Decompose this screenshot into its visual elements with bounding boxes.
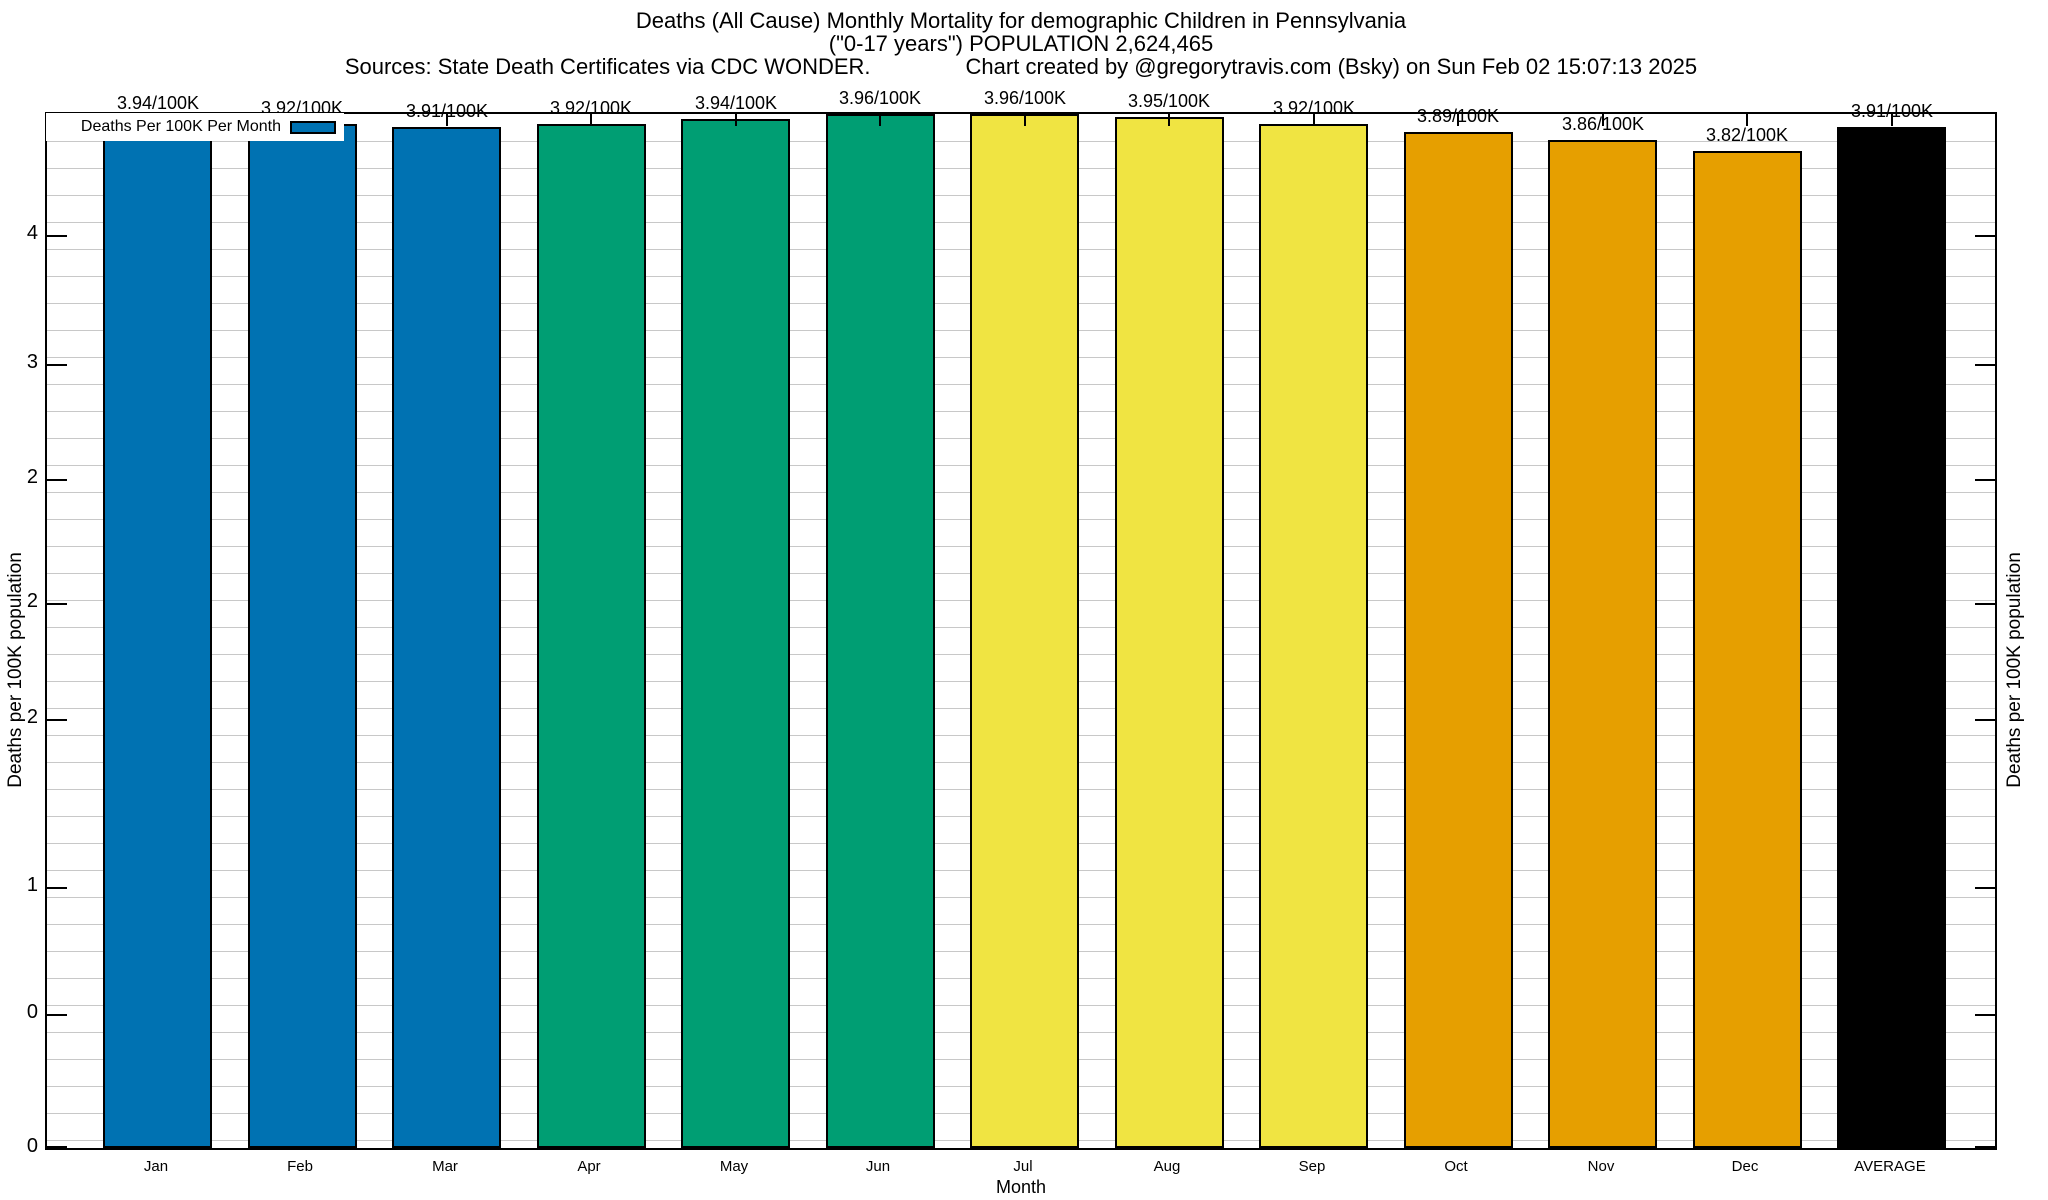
y-tick-label: 0 — [26, 1001, 38, 1023]
bar-nov — [1548, 140, 1657, 1148]
y-major-tick-left — [47, 603, 67, 605]
x-axis-title: Month — [995, 1177, 1047, 1197]
x-major-tick-top — [1168, 114, 1170, 126]
plot-area: 3.94/100K 3.92/100K 3.91/100K 3.92/100K 3.94… — [45, 88, 1997, 1150]
y-major-tick-left — [47, 235, 67, 237]
x-major-tick-top — [1891, 114, 1893, 126]
bar-value-label: 3.96/100K — [983, 88, 1067, 108]
y-tick-label: 3 — [26, 351, 38, 373]
bar-sep — [1259, 124, 1368, 1148]
y-major-tick-left — [47, 887, 67, 889]
bar-value-label: 3.82/100K — [1705, 125, 1789, 145]
y-major-tick-left — [47, 1014, 67, 1016]
x-major-tick-top — [1024, 114, 1026, 126]
y-axis-title-left: Deaths per 100K population — [5, 552, 26, 788]
x-tick-label: Jan — [143, 1158, 169, 1175]
y-major-tick-right — [1975, 235, 1995, 237]
y-major-tick-right — [1975, 1146, 1995, 1148]
x-tick-label: Dec — [1731, 1158, 1759, 1175]
y-tick-label: 0 — [26, 1135, 38, 1157]
x-major-tick-top — [1746, 114, 1748, 126]
sources-note: Sources: State Death Certificates via CD… — [344, 54, 871, 79]
y-major-tick-left — [47, 364, 67, 366]
chart-title-line1: Deaths (All Cause) Monthly Mortality for… — [635, 8, 1407, 33]
x-tick-label: Apr — [577, 1158, 601, 1175]
bar-aug — [1115, 117, 1224, 1148]
bar-value-label: 3.89/100K — [1416, 106, 1500, 126]
x-major-tick-top — [879, 114, 881, 126]
x-tick-label: Mar — [432, 1158, 458, 1175]
x-tick-label: Oct — [1444, 1158, 1468, 1175]
credit-note: Chart created by @gregorytravis.com (Bsk… — [965, 54, 1698, 79]
x-major-tick-top — [590, 114, 592, 126]
y-major-tick-right — [1975, 887, 1995, 889]
x-major-tick-top — [735, 114, 737, 126]
y-major-tick-right — [1975, 719, 1995, 721]
bar-value-label: 3.95/100K — [1127, 91, 1211, 111]
x-major-tick-top — [1313, 114, 1315, 126]
y-major-tick-left — [47, 719, 67, 721]
y-tick-label: 2 — [26, 706, 38, 728]
bar-value-label: 3.91/100K — [405, 101, 489, 121]
x-tick-label: Aug — [1153, 1158, 1181, 1175]
y-major-tick-right — [1975, 603, 1995, 605]
bar-dec — [1693, 151, 1802, 1148]
x-tick-label: Nov — [1587, 1158, 1615, 1175]
x-major-tick-top — [1457, 114, 1459, 126]
x-tick-label: Feb — [287, 1158, 313, 1175]
y-major-tick-right — [1975, 364, 1995, 366]
y-major-tick-left — [47, 479, 67, 481]
bar-jun — [826, 114, 935, 1148]
x-tick-label: AVERAGE — [1854, 1158, 1926, 1175]
bar-apr — [537, 124, 646, 1148]
bar-oct — [1404, 132, 1513, 1148]
bar-value-label: 3.94/100K — [694, 93, 778, 113]
bar-value-label: 3.91/100K — [1850, 101, 1934, 121]
bar-value-label: 3.92/100K — [1272, 98, 1356, 118]
bar-jul — [970, 114, 1079, 1148]
y-tick-label: 2 — [26, 466, 38, 488]
y-tick-label: 1 — [26, 874, 38, 896]
bar-average — [1837, 127, 1946, 1148]
x-major-tick-top — [1602, 114, 1604, 126]
y-tick-label: 4 — [26, 222, 38, 244]
bar-value-label: 3.96/100K — [838, 88, 922, 108]
x-tick-label: Sep — [1298, 1158, 1326, 1175]
bar-mar — [392, 127, 501, 1148]
x-tick-label: Jul — [1013, 1158, 1033, 1175]
y-major-tick-left — [47, 1146, 67, 1148]
legend-swatch — [290, 120, 336, 134]
bar-value-label: 3.86/100K — [1561, 114, 1645, 134]
x-major-tick-top — [446, 114, 448, 126]
y-major-tick-right — [1975, 1014, 1995, 1016]
x-tick-label: May — [719, 1158, 749, 1175]
bar-value-label: 3.92/100K — [549, 98, 633, 118]
x-tick-label: Jun — [865, 1158, 891, 1175]
legend: Deaths Per 100K Per Month — [46, 113, 344, 141]
bar-feb — [248, 124, 357, 1148]
chart-subtitle-row: Sources: State Death Certificates via CD… — [0, 54, 2042, 80]
y-axis-title-right: Deaths per 100K population — [2004, 552, 2025, 788]
legend-label: Deaths Per 100K Per Month — [80, 118, 281, 135]
bar-may — [681, 119, 790, 1148]
bar-jan — [103, 119, 212, 1148]
bar-value-label: 3.94/100K — [116, 93, 200, 113]
y-major-tick-right — [1975, 479, 1995, 481]
y-tick-label: 2 — [26, 590, 38, 612]
chart-title-line2: ("0-17 years") POPULATION 2,624,465 — [828, 31, 1214, 56]
